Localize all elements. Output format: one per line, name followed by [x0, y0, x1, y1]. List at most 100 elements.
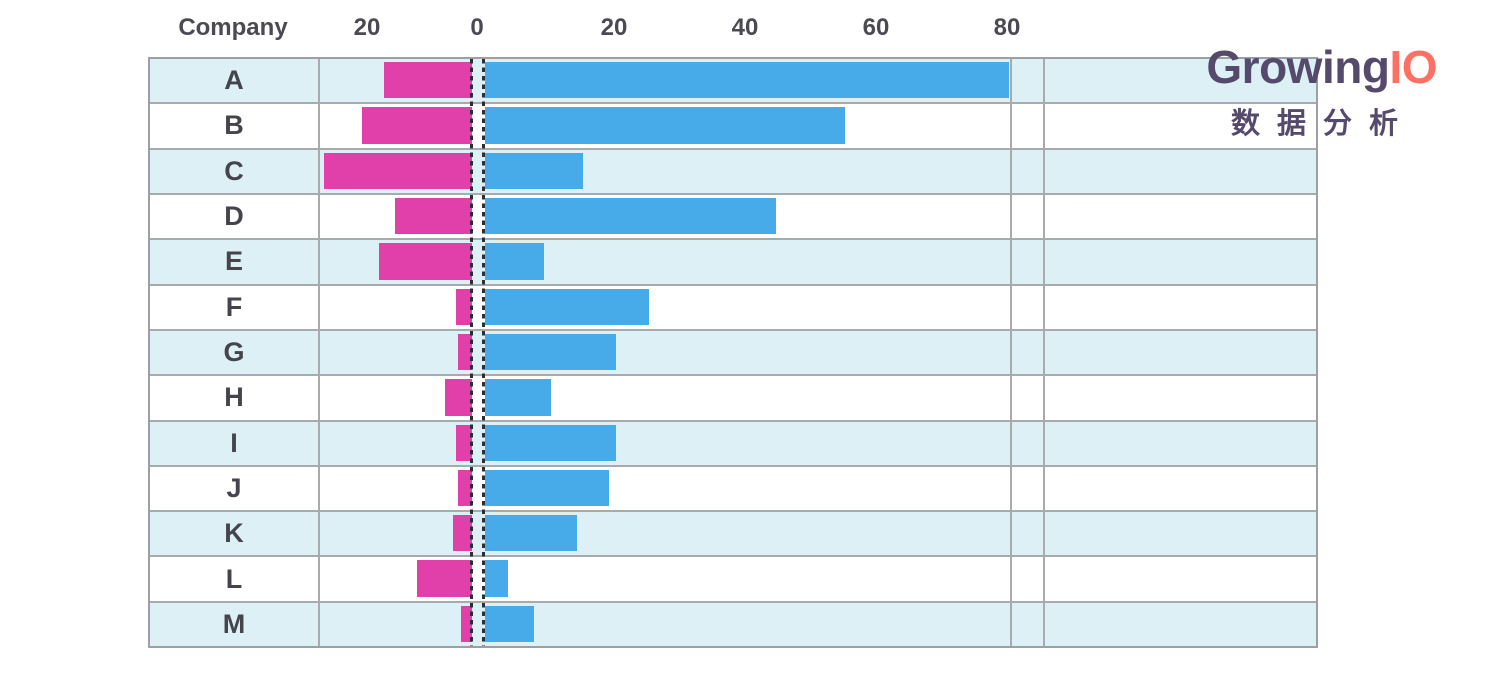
company-label: F — [150, 285, 320, 329]
spacer-cell — [1012, 194, 1045, 239]
left-bar — [362, 107, 472, 144]
logo-brand-primary: Growing — [1206, 41, 1390, 93]
right-bar — [485, 560, 508, 597]
company-label: E — [150, 240, 320, 284]
left-bar — [395, 197, 472, 235]
table-row: L — [150, 555, 1316, 601]
bar-cell — [320, 194, 1012, 239]
axis-tick-label: 80 — [993, 14, 1021, 41]
bar-cell — [320, 602, 1012, 647]
trailing-cell — [1045, 557, 1316, 600]
spacer-cell — [1012, 557, 1045, 601]
company-label: M — [150, 602, 320, 647]
logo-subtitle: 数据分析 — [1230, 108, 1415, 140]
right-bar — [485, 605, 535, 643]
table-row: M — [150, 600, 1316, 647]
table-row: H — [150, 374, 1316, 420]
zero-axis-dashed-line-right — [482, 59, 485, 646]
company-label: D — [150, 194, 320, 239]
left-bar — [458, 469, 472, 507]
table-row: J — [150, 464, 1316, 511]
spacer-cell — [1012, 240, 1045, 284]
bar-cell — [320, 285, 1012, 329]
axis-header: Company 20 0 20 40 60 80 — [0, 0, 1485, 57]
company-label: L — [150, 557, 320, 601]
trailing-cell — [1045, 467, 1316, 510]
table-row: I — [150, 419, 1316, 465]
spacer-cell — [1012, 59, 1045, 103]
axis-tick-label: 0 — [470, 14, 484, 41]
right-bar — [485, 288, 649, 325]
bar-cell — [320, 240, 1012, 284]
right-bar — [485, 469, 610, 507]
trailing-cell — [1045, 240, 1316, 283]
company-label: J — [150, 466, 320, 511]
axis-tick-label: 60 — [862, 14, 890, 41]
right-bar — [485, 424, 616, 461]
left-bar — [455, 424, 472, 461]
left-bar — [378, 243, 472, 280]
left-bar — [452, 515, 472, 552]
left-bar — [417, 560, 472, 597]
bar-cell — [320, 330, 1012, 375]
spacer-cell — [1012, 466, 1045, 511]
axis-tick-label: 20 — [353, 14, 381, 41]
right-bar — [485, 152, 584, 189]
right-bar — [485, 379, 551, 416]
table-row: D — [150, 192, 1316, 239]
trailing-cell — [1045, 603, 1316, 646]
left-bar — [444, 379, 472, 416]
company-label: B — [150, 104, 320, 148]
table-row: C — [150, 147, 1316, 193]
axis-tick-label: 20 — [600, 14, 628, 41]
trailing-cell — [1045, 512, 1316, 555]
spacer-cell — [1012, 376, 1045, 420]
bar-cell — [320, 466, 1012, 511]
trailing-cell — [1045, 195, 1316, 238]
company-label: C — [150, 149, 320, 193]
left-bar — [384, 62, 472, 99]
trailing-cell — [1045, 331, 1316, 374]
table-row: A — [150, 59, 1316, 103]
right-bar — [485, 333, 616, 371]
table-row: G — [150, 328, 1316, 375]
bar-cell — [320, 149, 1012, 193]
spacer-cell — [1012, 602, 1045, 647]
bar-cell — [320, 104, 1012, 148]
spacer-cell — [1012, 421, 1045, 465]
table-row: B — [150, 102, 1316, 148]
bar-cell — [320, 421, 1012, 465]
company-label: K — [150, 512, 320, 556]
left-bar — [455, 288, 472, 325]
bar-cell — [320, 376, 1012, 420]
trailing-cell — [1045, 422, 1316, 465]
trailing-cell — [1045, 286, 1316, 329]
spacer-cell — [1012, 104, 1045, 148]
growingio-logo: GrowingIO — [1206, 40, 1437, 94]
spacer-cell — [1012, 330, 1045, 375]
logo-brand-accent: IO — [1389, 41, 1437, 93]
bar-cell — [320, 59, 1012, 103]
company-label: A — [150, 59, 320, 103]
bar-cell — [320, 557, 1012, 601]
right-bar — [485, 62, 1009, 99]
company-label: I — [150, 421, 320, 465]
left-bar — [461, 605, 472, 643]
zero-axis-dashed-line-left — [470, 59, 473, 646]
left-bar — [458, 333, 472, 371]
table-row: F — [150, 283, 1316, 329]
company-label: G — [150, 330, 320, 375]
spacer-cell — [1012, 285, 1045, 329]
company-column-header: Company — [178, 14, 288, 41]
table-row: E — [150, 238, 1316, 284]
right-bar — [485, 107, 846, 144]
spacer-cell — [1012, 512, 1045, 556]
company-label: H — [150, 376, 320, 420]
spacer-cell — [1012, 149, 1045, 193]
right-bar — [485, 243, 544, 280]
right-bar — [485, 515, 577, 552]
bar-cell — [320, 512, 1012, 556]
